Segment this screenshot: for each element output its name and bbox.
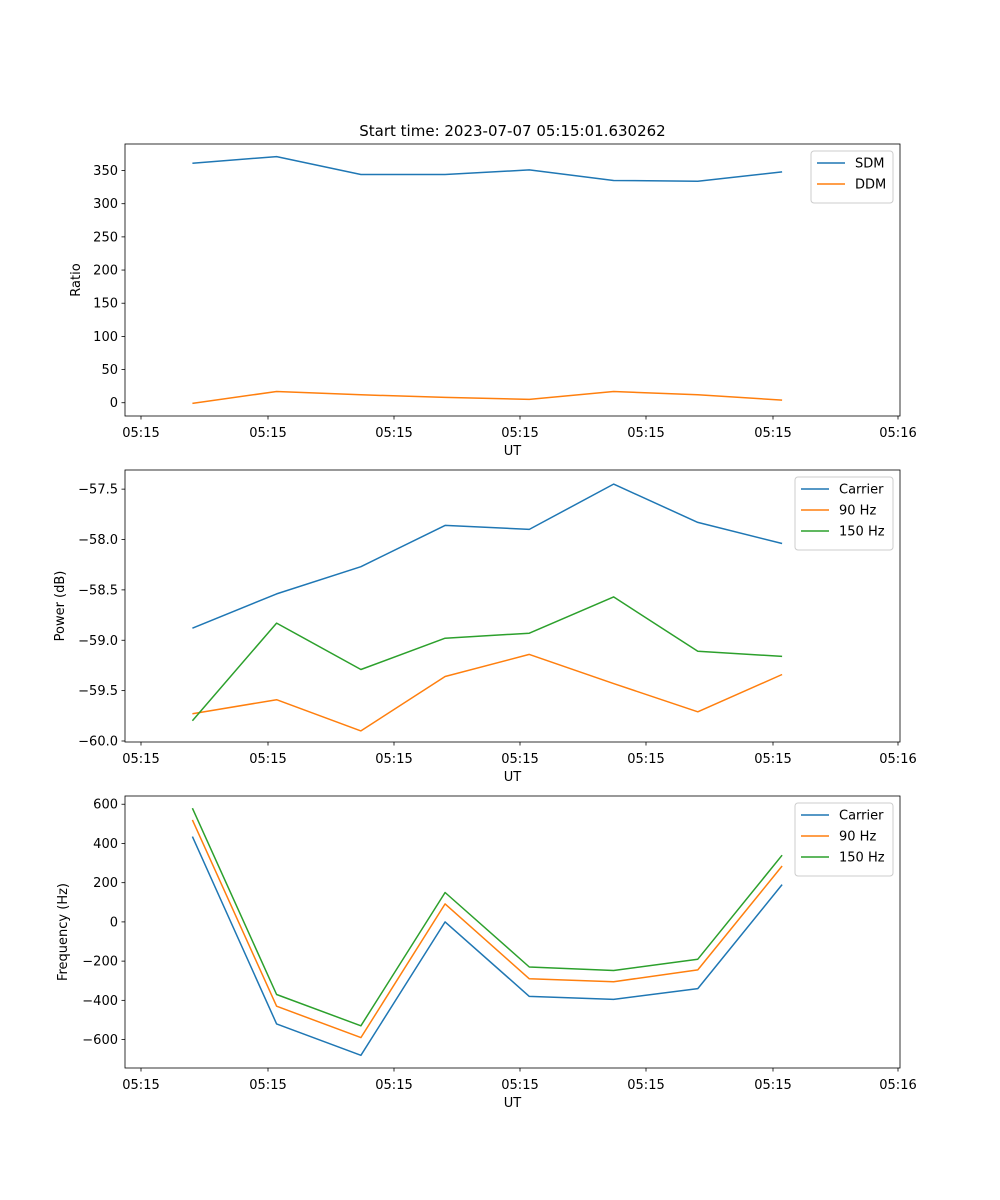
- y-tick-label: 100: [93, 330, 118, 345]
- series-line-ddm: [192, 390, 783, 405]
- y-tick-label: −59.0: [78, 634, 118, 649]
- series-line-150-hz: [191, 596, 783, 722]
- series-line-90-hz: [191, 819, 783, 1039]
- legend-label-150-hz: 150 Hz: [839, 851, 885, 866]
- x-axis-label: UT: [504, 770, 522, 785]
- y-tick-label: −57.5: [78, 483, 118, 498]
- x-tick-label: 05:15: [627, 1078, 664, 1093]
- plot-frame: [124, 795, 901, 1069]
- x-tick-label: 05:16: [879, 426, 916, 441]
- y-tick-label: 150: [93, 297, 118, 312]
- x-tick-label: 05:15: [249, 426, 286, 441]
- series-line-90-hz: [192, 653, 783, 732]
- y-tick-label: 600: [93, 798, 118, 813]
- x-tick-label: 05:15: [627, 426, 664, 441]
- x-tick-label: 05:15: [375, 1078, 412, 1093]
- x-axis-label: UT: [504, 1096, 522, 1111]
- y-axis-label: Ratio: [69, 263, 84, 296]
- y-tick-label: 0: [110, 915, 118, 930]
- series-line-carrier: [192, 483, 783, 629]
- y-tick-label: −600: [82, 1033, 118, 1048]
- x-tick-label: 05:15: [754, 752, 791, 767]
- y-axis-label: Frequency (Hz): [56, 883, 71, 981]
- y-tick-label: −58.0: [78, 533, 118, 548]
- x-tick-label: 05:15: [122, 1078, 159, 1093]
- x-axis-label: UT: [504, 444, 522, 459]
- panel-ratio: 0 50 100 150 200 250 300 350 05:15 05:15 05:15 05:1…: [69, 143, 917, 459]
- panel-frequency: −600 −400 −200 0 200 400 600 05:15 05:15 05:15 05:…: [56, 795, 917, 1111]
- x-tick-label: 05:15: [249, 1078, 286, 1093]
- x-tick-label: 05:15: [122, 426, 159, 441]
- x-tick-label: 05:15: [122, 752, 159, 767]
- y-tick-label: 200: [93, 264, 118, 279]
- x-tick-label: 05:16: [879, 1078, 916, 1093]
- legend-label-carrier: Carrier: [839, 809, 884, 824]
- plot-frame: [124, 143, 901, 417]
- y-tick-label: 50: [101, 363, 118, 378]
- y-tick-label: 200: [93, 876, 118, 891]
- legend: SDM DDM: [810, 150, 894, 204]
- x-tick-label: 05:15: [375, 752, 412, 767]
- x-tick-label: 05:15: [501, 1078, 538, 1093]
- y-tick-label: 0: [110, 396, 118, 411]
- x-tick-label: 05:15: [627, 752, 664, 767]
- legend-label-90-hz: 90 Hz: [839, 504, 876, 519]
- figure-title: Start time: 2023-07-07 05:15:01.630262: [359, 122, 665, 140]
- y-tick-label: −60.0: [78, 734, 118, 749]
- x-tick-label: 05:15: [754, 426, 791, 441]
- x-tick-label: 05:15: [249, 752, 286, 767]
- y-tick-label: 400: [93, 837, 118, 852]
- legend-label-150-hz: 150 Hz: [839, 525, 885, 540]
- legend-label-sdm: SDM: [855, 157, 884, 172]
- x-tick-label: 05:15: [375, 426, 412, 441]
- legend-label-carrier: Carrier: [839, 483, 884, 498]
- series-line-150-hz: [191, 807, 783, 1027]
- legend: Carrier 90 Hz 150 Hz: [794, 802, 894, 877]
- legend-label-ddm: DDM: [855, 178, 886, 193]
- legend-label-90-hz: 90 Hz: [839, 830, 876, 845]
- series-line-sdm: [192, 155, 783, 182]
- panel-power: −60.0 −59.5 −59.0 −58.5 −58.0 −57.5 05:15 05:15…: [53, 469, 917, 785]
- y-tick-label: 250: [93, 230, 118, 245]
- y-tick-label: −200: [82, 955, 118, 970]
- y-tick-label: −59.5: [78, 684, 118, 699]
- x-tick-label: 05:15: [501, 426, 538, 441]
- x-tick-label: 05:16: [879, 752, 916, 767]
- x-tick-label: 05:15: [501, 752, 538, 767]
- series-line-carrier: [191, 836, 783, 1057]
- y-axis-label: Power (dB): [53, 571, 68, 642]
- y-tick-label: −58.5: [78, 583, 118, 598]
- legend-box: [810, 150, 894, 204]
- y-tick-label: 300: [93, 197, 118, 212]
- plot-frame: [124, 469, 901, 743]
- y-tick-label: 350: [93, 164, 118, 179]
- x-tick-label: 05:15: [754, 1078, 791, 1093]
- legend: Carrier 90 Hz 150 Hz: [794, 476, 894, 551]
- y-tick-label: −400: [82, 994, 118, 1009]
